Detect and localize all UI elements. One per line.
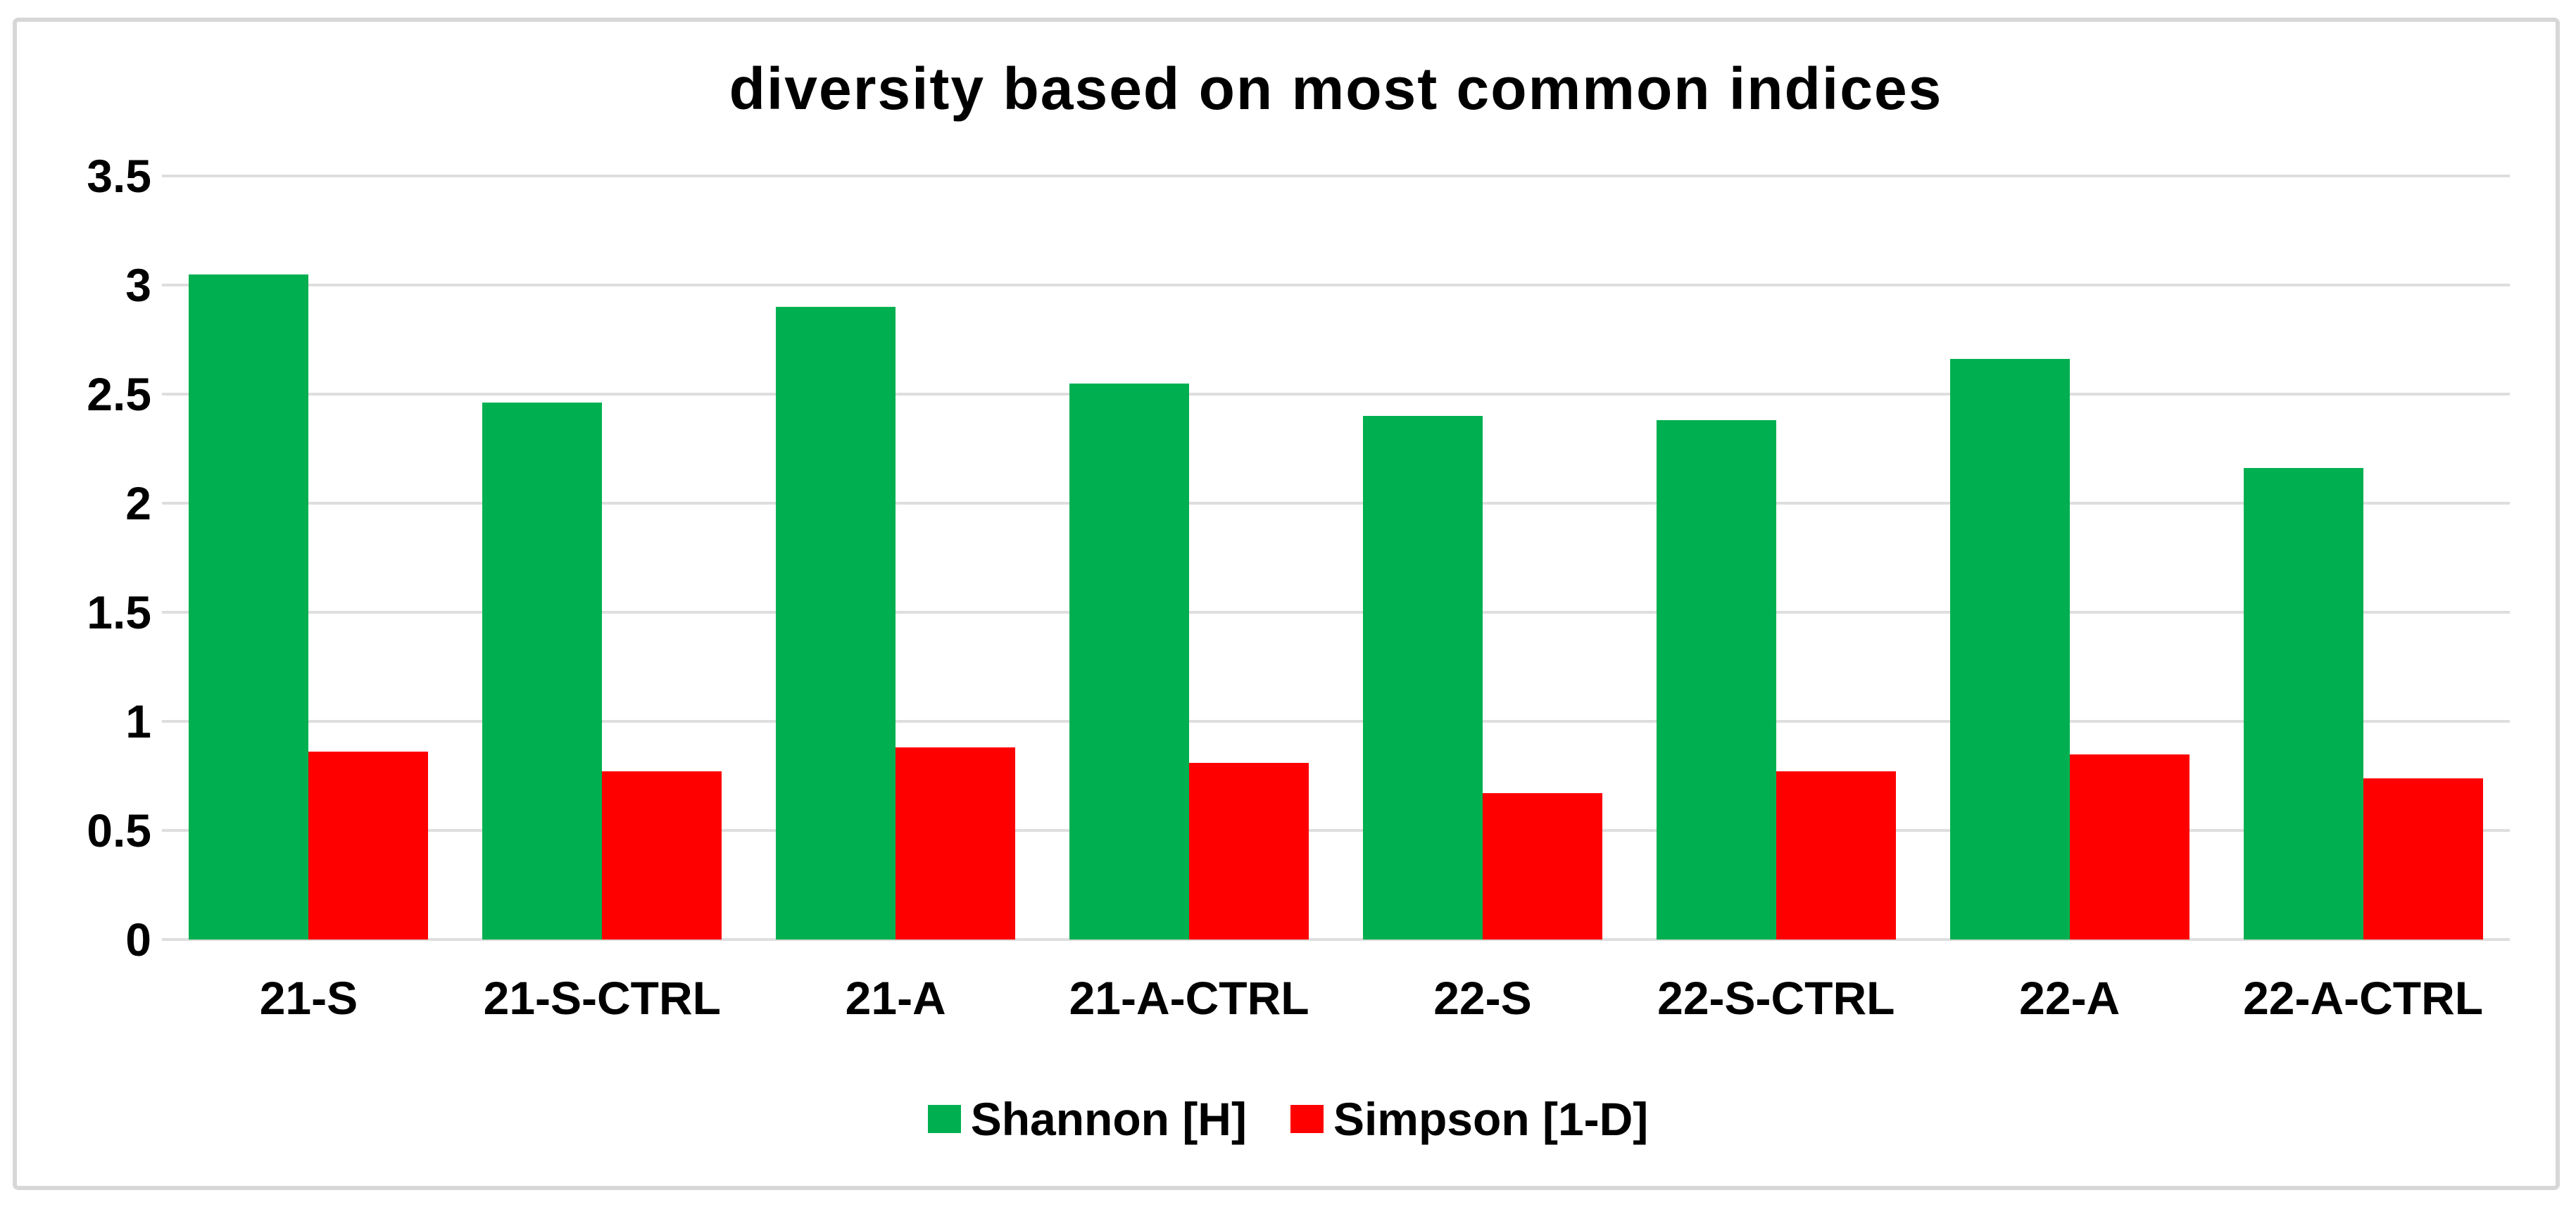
bar-simpson-21-A-CTRL (1189, 762, 1309, 940)
y-tick-label-3: 3 (125, 259, 151, 311)
gridline-0.5 (162, 829, 2510, 832)
chart-border-frame (13, 18, 2560, 1190)
bar-shannon-22-A (1949, 359, 2070, 940)
bar-simpson-22-A-CTRL (2363, 778, 2483, 940)
legend-swatch-shannon (927, 1105, 961, 1133)
gridline-3.5 (162, 175, 2510, 177)
plot-area (162, 175, 2510, 941)
bar-shannon-22-S (1362, 416, 1483, 940)
bar-simpson-21-A (896, 747, 1016, 940)
legend-label-simpson: Simpson [1-D] (1333, 1093, 1649, 1145)
gridline-1 (162, 720, 2510, 723)
gridline-0 (162, 938, 2510, 941)
bar-simpson-22-S-CTRL (1776, 771, 1896, 940)
x-tick-label-21-A: 21-A (845, 972, 946, 1024)
y-tick-label-1: 1 (125, 695, 151, 747)
y-tick-label-0.5: 0.5 (87, 804, 151, 856)
bar-shannon-22-A-CTRL (2243, 468, 2363, 940)
gridline-3 (162, 284, 2510, 286)
legend-swatch-simpson (1290, 1105, 1324, 1133)
x-axis: 21-S 21-S-CTRL 21-A 21-A-CTRL 22-S 22-S-CTRL 2… (162, 971, 2510, 1035)
y-tick-label-0: 0 (125, 913, 151, 966)
bar-shannon-21-S-CTRL (482, 403, 603, 940)
bar-simpson-21-S-CTRL (602, 771, 722, 940)
legend-item-simpson: Simpson [1-D] (1290, 1092, 1648, 1146)
legend-item-shannon: Shannon [H] (927, 1092, 1247, 1146)
bar-shannon-21-A-CTRL (1069, 383, 1190, 940)
gridline-1.5 (162, 611, 2510, 614)
bar-simpson-22-S (1482, 793, 1602, 940)
x-tick-label-21-A-CTRL: 21-A-CTRL (1069, 972, 1309, 1024)
gridline-2 (162, 502, 2510, 505)
bar-simpson-22-A (2069, 754, 2189, 940)
x-tick-label-22-A-CTRL: 22-A-CTRL (2243, 972, 2484, 1024)
bar-shannon-21-A (776, 307, 896, 940)
y-tick-label-2.5: 2.5 (87, 368, 151, 420)
x-tick-label-22-S: 22-S (1433, 972, 1532, 1024)
chart-title: diversity based on most common indices (729, 56, 1943, 122)
y-tick-label-3.5: 3.5 (87, 150, 151, 202)
legend: Shannon [H] Simpson [1-D] (0, 1092, 2576, 1146)
y-axis: 0 0.5 1 1.5 2 2.5 3 3.5 (21, 153, 151, 963)
bar-shannon-22-S-CTRL (1656, 420, 1776, 940)
bar-simpson-21-S (308, 752, 429, 940)
y-tick-label-1.5: 1.5 (87, 586, 151, 638)
x-tick-label-22-S-CTRL: 22-S-CTRL (1657, 972, 1895, 1024)
x-tick-label-22-A: 22-A (2019, 972, 2121, 1024)
x-tick-label-21-S-CTRL: 21-S-CTRL (483, 972, 721, 1024)
gridline-2.5 (162, 393, 2510, 396)
bar-shannon-21-S (189, 274, 309, 940)
x-tick-label-21-S: 21-S (259, 972, 358, 1024)
y-tick-label-2: 2 (125, 477, 151, 529)
legend-label-shannon: Shannon [H] (970, 1093, 1247, 1145)
